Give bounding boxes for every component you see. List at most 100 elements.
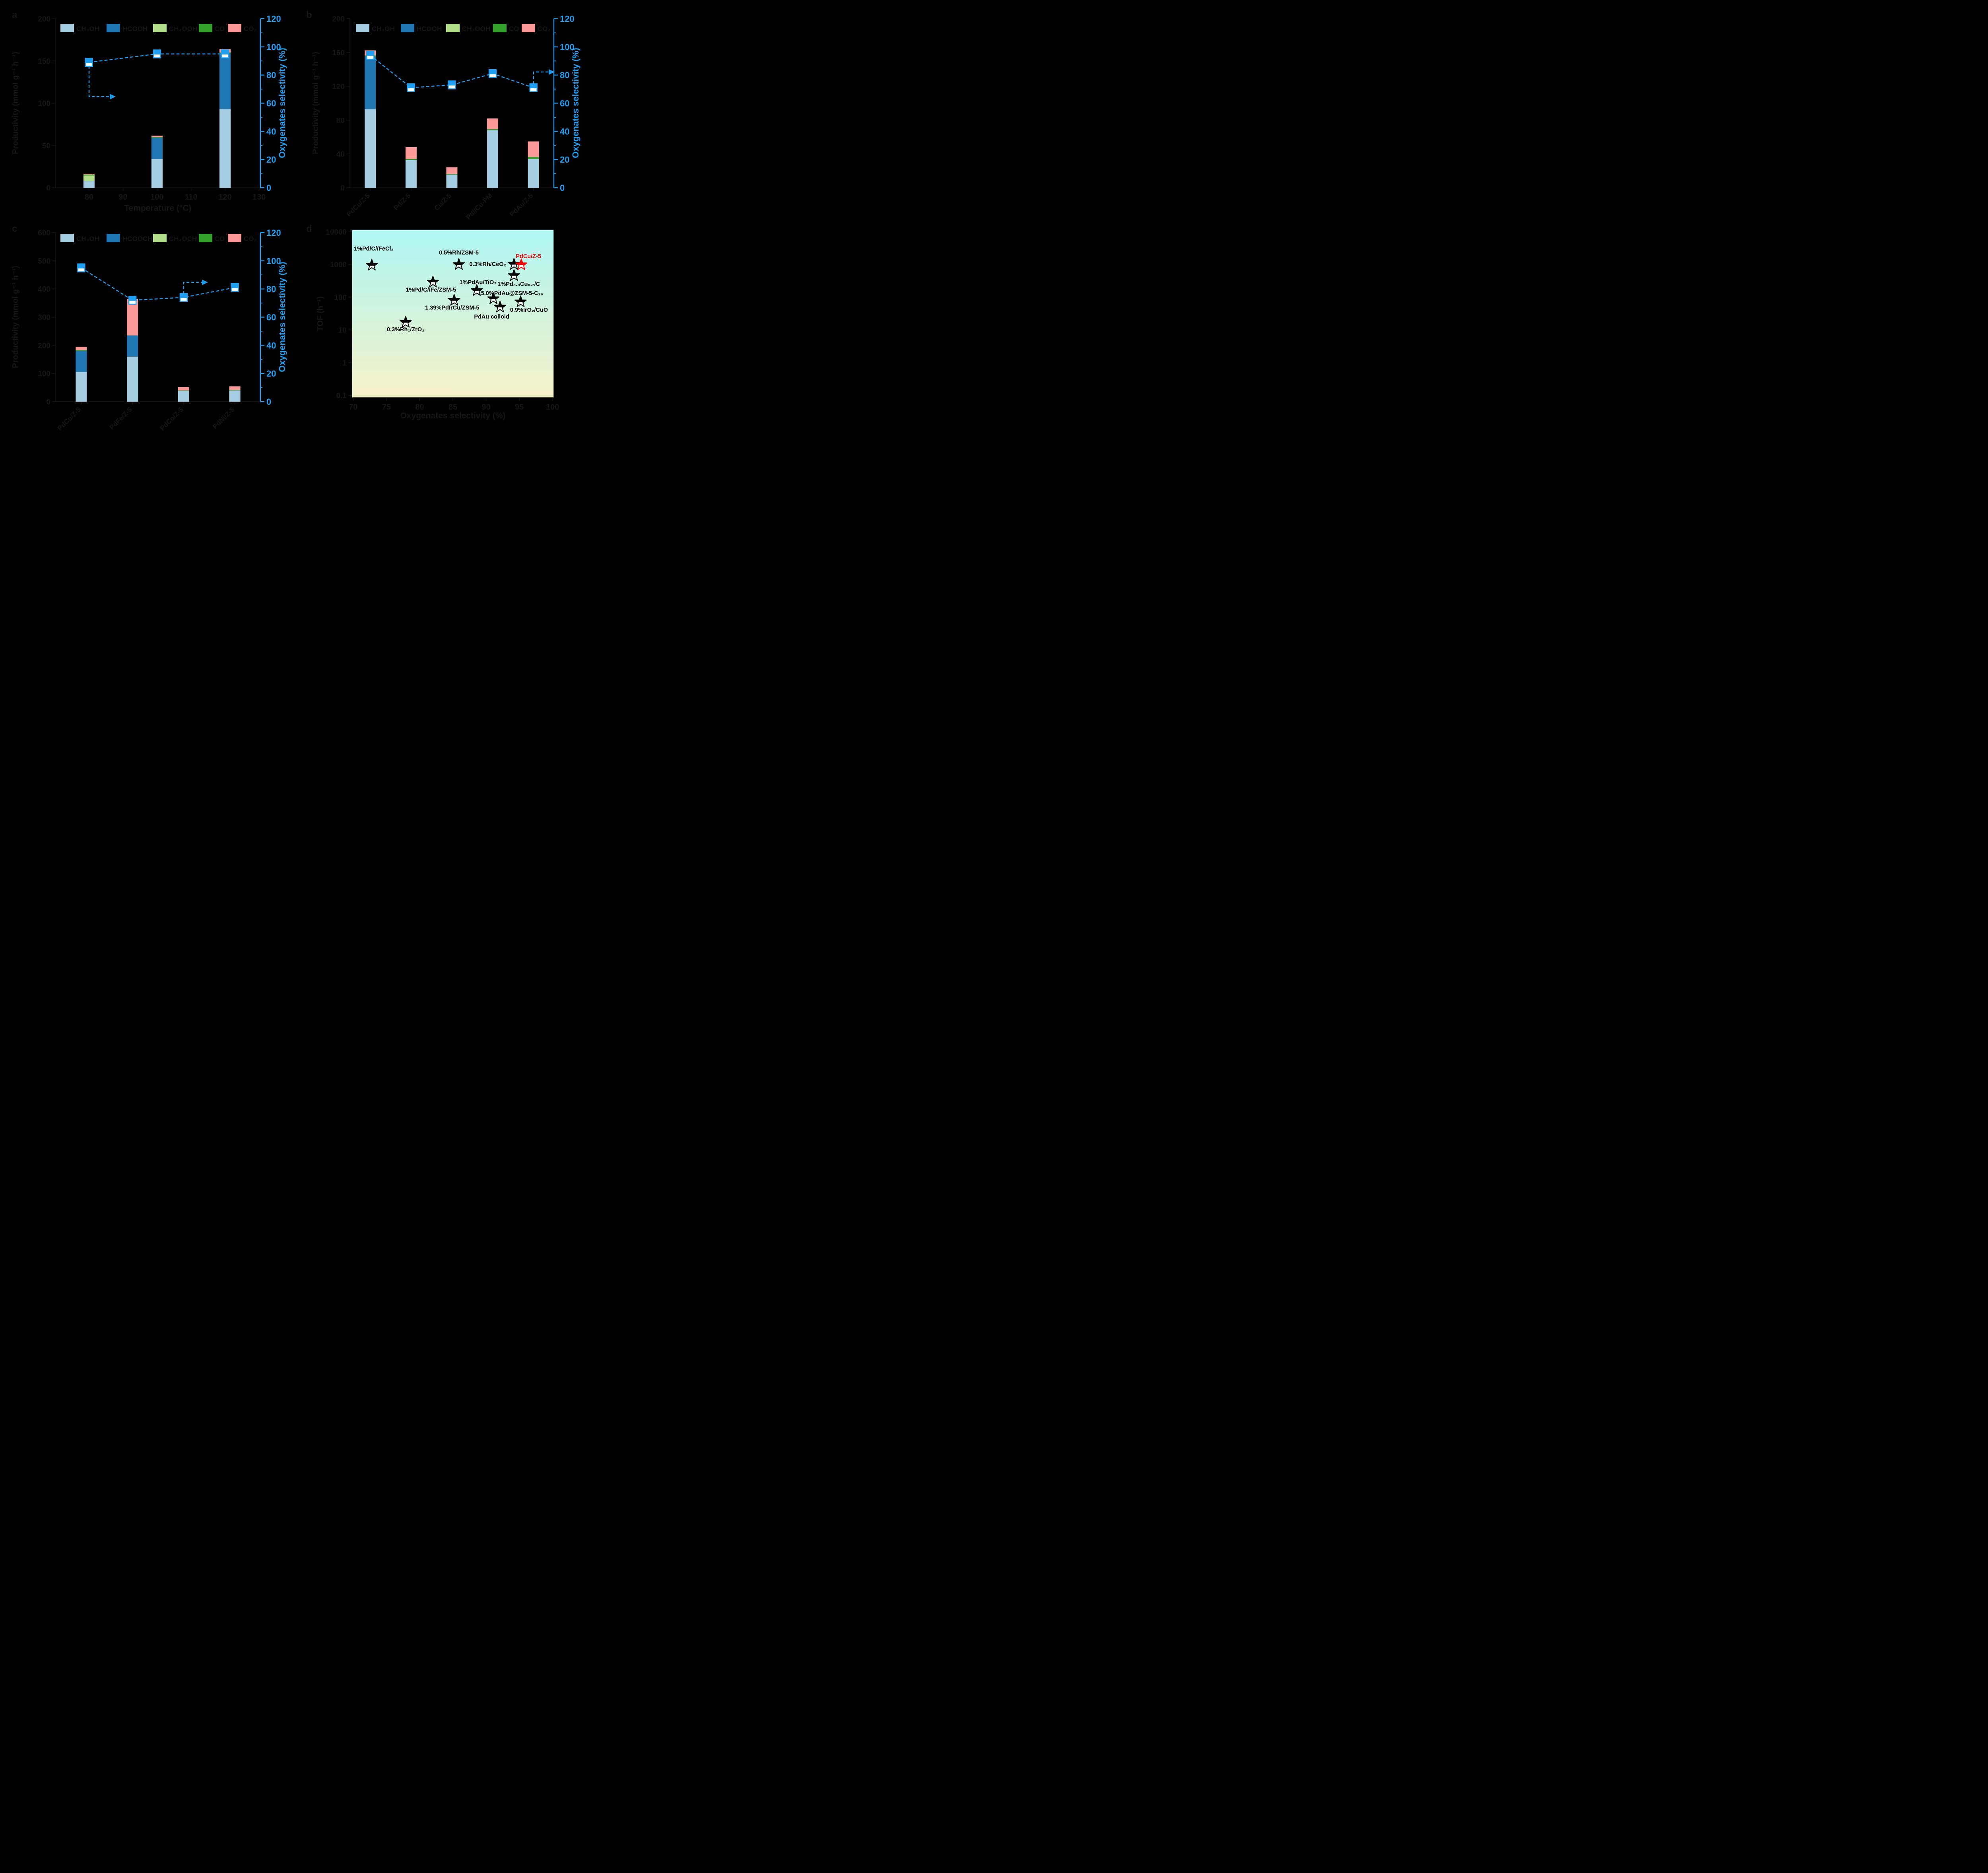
arrowhead-icon [549, 69, 555, 75]
legend-swatch [228, 24, 241, 32]
legend-item: CO₂ [228, 24, 257, 33]
right-axis-tick-label: 120 [266, 14, 281, 24]
bar-segment-c-1-1 [127, 335, 138, 357]
bar-segment-b-4-0 [528, 159, 539, 188]
data-point-label: PdAu colloid [474, 314, 509, 320]
selectivity-line [81, 267, 235, 301]
y-axis-title: TOF (h⁻¹) [316, 296, 325, 331]
bar-segment-b-1-3 [405, 159, 417, 160]
category-tick-label: PdCu/Z-5 [345, 192, 371, 218]
data-point-star-icon [508, 269, 520, 281]
category-tick-label: Pd/Z-5 [392, 192, 412, 212]
left-axis-tick-label: 100 [38, 370, 50, 378]
bar-segment-a-1-0 [151, 159, 163, 188]
left-axis-tick-label: 40 [336, 150, 345, 159]
right-axis-title: Oxygenates selectivity (%) [277, 262, 287, 372]
data-point-star-icon [515, 258, 528, 270]
legend-label: CO₂ [244, 235, 257, 243]
bar-segment-c-3-4 [229, 386, 241, 390]
right-axis-tick-label: 20 [560, 155, 569, 165]
bar-segment-b-2-4 [446, 167, 458, 174]
left-axis-tick-label: 400 [38, 286, 50, 294]
legend-label: HCOOCH₃ [122, 235, 155, 243]
data-point-label: 1%Pd/C//Fe/ZSM-5 [406, 287, 456, 293]
x-axis-tick-label: 95 [515, 403, 524, 412]
bar-segment-b-2-3 [446, 174, 458, 175]
bar-segment-b-3-4 [487, 118, 499, 129]
x-axis-tick-label: 75 [382, 403, 391, 412]
data-point-label: 1%Pd/C//FeCl₃ [354, 246, 394, 252]
selectivity-marker [128, 295, 137, 305]
scatter-plot-area [352, 230, 554, 398]
x-axis-tick-label: 85 [448, 403, 457, 412]
category-tick-label: PdNi/Z-5 [211, 406, 236, 430]
bar-segment-b-3-3 [487, 129, 499, 130]
data-point-star-icon [365, 259, 378, 271]
data-point-star-icon [494, 301, 506, 313]
bar-segment-c-1-0 [127, 356, 138, 402]
x-axis-title: Oxygenates selectivity (%) [400, 411, 506, 420]
legend-label: CH₃OCH₃ [169, 235, 200, 243]
legend-item: CH₃OH [60, 234, 99, 243]
legend-swatch [60, 234, 74, 242]
legend-swatch [153, 24, 167, 32]
legend-label: CH₃OH [76, 235, 99, 243]
left-axis-tick-label: 200 [332, 15, 345, 23]
data-point-label: PdCu/Z-5 [516, 253, 541, 260]
y-axis-tick-label: 10000 [326, 228, 347, 237]
selectivity-marker [529, 83, 538, 92]
data-point-label: 1%Pd₀.₃Cu₀.₇/C [497, 281, 540, 288]
bar-segment-a-0-2 [83, 175, 95, 182]
y-axis-tick-label: 0.1 [336, 392, 347, 400]
legend-item: HCOOCH₃ [107, 234, 155, 243]
legend-swatch [401, 24, 414, 32]
legend-label: CO [509, 25, 519, 33]
bar-segment-c-3-3 [229, 390, 241, 391]
category-tick-label: PdCu/Z-5 [56, 406, 82, 432]
legend-swatch [199, 234, 212, 242]
left-axis-tick-label: 50 [42, 142, 50, 150]
legend-item: CH₃OOH [153, 24, 197, 33]
legend-label: CO [215, 235, 225, 243]
data-point-label: 0.5%Rh/ZSM-5 [439, 250, 479, 256]
legend-label: CH₃OOH [169, 25, 197, 33]
x-axis-tick-label: 100 [546, 403, 559, 412]
bar-segment-c-3-0 [229, 390, 241, 402]
x-axis-tick-label: 80 [85, 193, 93, 202]
bar-segment-a-0-0 [83, 181, 95, 188]
selectivity-marker [488, 69, 497, 78]
selectivity-marker [231, 283, 239, 292]
right-axis-tick-label: 0 [266, 397, 271, 407]
right-axis-tick-label: 20 [266, 369, 276, 379]
left-axis-tick-label: 600 [38, 229, 50, 237]
legend-item: CH₃OH [60, 24, 99, 33]
panel-letter-b: b [306, 10, 312, 20]
legend-swatch [60, 24, 74, 32]
legend-swatch [356, 24, 369, 32]
right-axis-title: Oxygenates selectivity (%) [277, 48, 287, 158]
right-axis-tick-label: 60 [266, 99, 276, 109]
right-axis-tick-label: 100 [266, 42, 281, 52]
selectivity-marker [179, 293, 188, 302]
legend-swatch [107, 234, 120, 242]
axis-pointer-arrow [533, 71, 549, 84]
legend-item: HCOOH [401, 24, 442, 33]
right-axis-tick-label: 0 [560, 183, 565, 193]
y-axis-tick-label: 1 [342, 359, 347, 367]
bar-segment-b-0-1 [365, 56, 376, 109]
bar-segment-b-2-0 [446, 175, 458, 188]
left-axis-tick-label: 200 [38, 15, 50, 23]
legend-label: CO [215, 25, 225, 33]
right-axis-tick-label: 40 [560, 126, 569, 136]
right-axis-tick-label: 120 [266, 228, 281, 238]
left-axis-tick-label: 500 [38, 257, 50, 266]
bar-segment-c-2-0 [178, 391, 189, 402]
data-point-label: 1.39%PdIrCu/ZSM-5 [425, 305, 479, 311]
legend-item: CO [199, 234, 225, 243]
x-axis-tick-label: 90 [118, 193, 127, 202]
category-tick-label: PdAu/Z-5 [508, 192, 534, 218]
legend-swatch [199, 24, 212, 32]
right-axis-tick-label: 80 [266, 284, 276, 294]
data-point-label: 0.9%IrO₂/CuO [510, 307, 548, 313]
